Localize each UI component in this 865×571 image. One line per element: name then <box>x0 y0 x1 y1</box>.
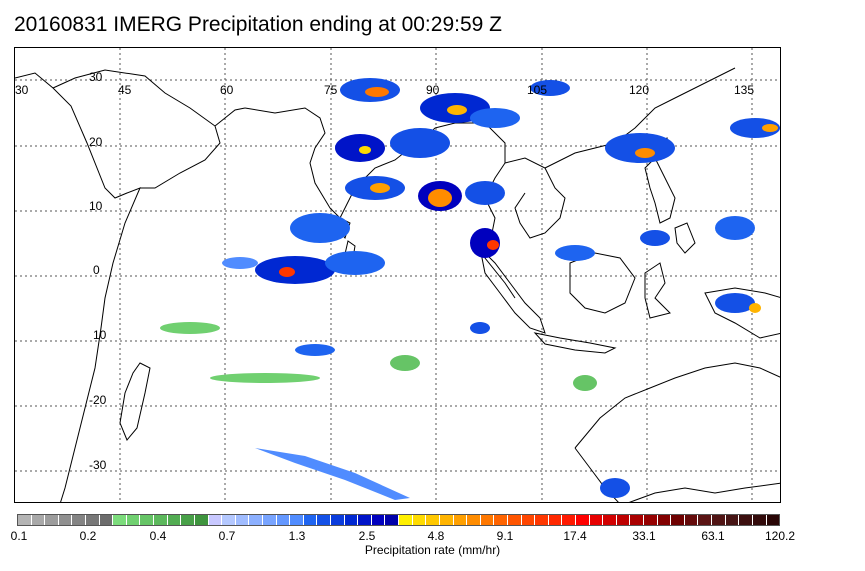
colorbar-swatch <box>412 515 427 525</box>
precipitation-cells <box>160 78 780 500</box>
colorbar-swatch <box>684 515 699 525</box>
colorbar-label: Precipitation rate (mm/hr) <box>364 543 501 557</box>
colorbar-swatch <box>31 515 46 525</box>
colorbar-swatch <box>154 515 168 525</box>
map-title: 20160831 IMERG Precipitation ending at 0… <box>14 13 502 36</box>
colorbar-swatch <box>575 515 590 525</box>
lat-label: 0 <box>93 263 100 277</box>
colorbar-swatch <box>671 515 685 525</box>
colorbar-swatch <box>725 515 740 525</box>
colorbar-tick: 17.4 <box>563 529 587 543</box>
colorbar-swatch <box>344 515 359 525</box>
colorbar-swatch <box>548 515 563 525</box>
lat-label: -30 <box>89 458 107 472</box>
colorbar-swatch <box>507 515 522 525</box>
colorbar-swatch <box>86 515 100 525</box>
colorbar-swatch <box>249 515 263 525</box>
colorbar-swatch <box>331 515 345 525</box>
colorbar-swatch <box>317 515 332 525</box>
colorbar-swatch <box>535 515 549 525</box>
colorbar-tick: 9.1 <box>496 529 514 543</box>
colorbar-swatch <box>385 515 400 525</box>
colorbar-swatch <box>644 515 658 525</box>
lon-label: 30 <box>15 83 29 97</box>
colorbar-swatch <box>276 515 291 525</box>
lon-label: 120 <box>629 83 650 97</box>
colorbar-tick: 0.1 <box>10 529 28 543</box>
colorbar-swatch <box>194 515 209 525</box>
colorbar-swatch <box>371 515 386 525</box>
colorbar-swatch <box>58 515 73 525</box>
lat-label: 20 <box>89 135 103 149</box>
colorbar-tick: 63.1 <box>701 529 725 543</box>
lat-label: 10 <box>89 199 103 213</box>
colorbar-swatch <box>467 515 481 525</box>
colorbar-swatch <box>262 515 277 525</box>
precipitation-map: 30 45 60 75 90 105 120 135 30 20 10 0 10… <box>14 47 781 503</box>
colorbar-swatch <box>140 515 155 525</box>
colorbar-swatch <box>72 515 87 525</box>
colorbar-swatch <box>712 515 726 525</box>
colorbar-swatch <box>752 515 767 525</box>
colorbar-swatch <box>18 515 32 525</box>
colorbar-tick: 0.7 <box>218 529 236 543</box>
lon-label: 105 <box>527 83 548 97</box>
colorbar-swatch <box>630 515 645 525</box>
colorbar-swatch <box>766 515 780 525</box>
lat-label: 30 <box>89 70 103 84</box>
colorbar-tick: 2.5 <box>358 529 376 543</box>
colorbar-tick: 33.1 <box>632 529 656 543</box>
colorbar-swatch <box>290 515 304 525</box>
colorbar-tick: 0.4 <box>149 529 167 543</box>
colorbar-swatch <box>426 515 440 525</box>
map-canvas <box>15 48 780 502</box>
colorbar-tick: 4.8 <box>427 529 445 543</box>
colorbar-swatch <box>208 515 223 525</box>
colorbar-swatch <box>181 515 195 525</box>
colorbar <box>17 514 780 526</box>
colorbar-swatch <box>167 515 182 525</box>
colorbar-swatch <box>603 515 617 525</box>
colorbar-swatch <box>126 515 141 525</box>
colorbar-swatch <box>616 515 631 525</box>
lon-label: 135 <box>734 83 755 97</box>
lat-label: 10 <box>93 328 107 342</box>
colorbar-swatch <box>521 515 536 525</box>
colorbar-swatch <box>480 515 495 525</box>
colorbar-swatch <box>453 515 468 525</box>
colorbar-swatch <box>494 515 508 525</box>
colorbar-swatch <box>45 515 59 525</box>
lon-label: 90 <box>426 83 440 97</box>
colorbar-tick: 1.3 <box>288 529 306 543</box>
colorbar-swatch <box>113 515 127 525</box>
lon-label: 75 <box>324 83 338 97</box>
colorbar-swatch <box>358 515 372 525</box>
colorbar-swatch <box>399 515 413 525</box>
colorbar-swatch <box>739 515 753 525</box>
colorbar-tick: 120.2 <box>764 529 796 543</box>
colorbar-swatch <box>222 515 236 525</box>
lat-label: -20 <box>89 393 107 407</box>
colorbar-swatch <box>657 515 672 525</box>
lon-label: 45 <box>118 83 132 97</box>
colorbar-swatch <box>439 515 454 525</box>
colorbar-swatch <box>589 515 604 525</box>
colorbar-swatch <box>562 515 576 525</box>
colorbar-swatch <box>698 515 713 525</box>
colorbar-swatch <box>99 515 114 525</box>
lon-label: 60 <box>220 83 234 97</box>
colorbar-swatch <box>303 515 318 525</box>
graticule <box>15 48 780 502</box>
colorbar-tick: 0.2 <box>79 529 97 543</box>
colorbar-swatch <box>235 515 250 525</box>
